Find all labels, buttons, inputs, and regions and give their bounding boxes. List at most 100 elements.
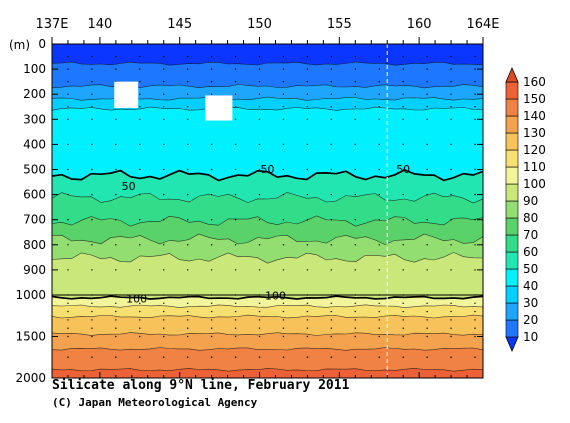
sample-point xyxy=(67,356,69,358)
sample-point xyxy=(474,55,476,58)
sample-point xyxy=(210,219,213,221)
sample-point xyxy=(163,310,165,313)
sample-point xyxy=(234,106,237,108)
chart-title: Silicate along 9°N line, February 2011 xyxy=(52,378,350,393)
sample-point xyxy=(426,193,428,196)
sample-point xyxy=(450,118,452,121)
sample-point xyxy=(450,244,452,246)
sample-point xyxy=(139,302,141,304)
sample-point xyxy=(258,319,261,321)
sample-point xyxy=(67,302,69,304)
sample-point xyxy=(186,356,189,358)
sample-point xyxy=(210,310,213,313)
sample-point xyxy=(402,106,404,108)
sample-point xyxy=(354,143,356,146)
sample-point xyxy=(163,143,165,146)
sample-point xyxy=(67,143,69,146)
contour-label: 50 xyxy=(122,180,136,193)
contour-line xyxy=(52,314,483,319)
sample-point xyxy=(330,68,333,70)
sample-point xyxy=(330,319,333,321)
sample-point xyxy=(139,168,141,171)
sample-point xyxy=(186,327,189,329)
sample-point xyxy=(402,55,404,58)
y-tick-label: 700 xyxy=(23,213,46,227)
sample-point xyxy=(67,168,69,171)
contour-line xyxy=(52,295,483,300)
colorbar-low-end xyxy=(505,336,519,353)
sample-point xyxy=(139,118,141,121)
sample-point xyxy=(450,302,452,304)
contour-band xyxy=(52,215,483,245)
sample-point xyxy=(186,302,189,304)
sample-point xyxy=(67,327,69,329)
sample-point xyxy=(163,168,165,171)
sample-point xyxy=(402,327,404,329)
contour-band xyxy=(52,368,483,378)
y-tick-label: 200 xyxy=(23,87,46,101)
sample-point xyxy=(210,327,213,329)
sample-point xyxy=(163,219,165,221)
sample-point xyxy=(67,118,69,121)
sample-point xyxy=(306,193,309,196)
sample-point xyxy=(186,269,189,271)
sample-point xyxy=(163,244,165,246)
sample-point xyxy=(115,168,117,171)
sample-point xyxy=(402,168,404,171)
sample-point xyxy=(354,68,356,70)
sample-point xyxy=(450,356,452,358)
sample-point xyxy=(163,269,165,271)
sample-point xyxy=(115,244,117,246)
sample-point xyxy=(115,302,117,304)
sample-point xyxy=(234,68,237,70)
sample-point xyxy=(186,55,189,58)
sample-point xyxy=(91,310,93,313)
sample-point xyxy=(91,93,93,95)
sample-point xyxy=(450,168,452,171)
colorbar-label: 50 xyxy=(523,262,538,276)
contour-line xyxy=(52,367,483,372)
sample-point xyxy=(139,68,141,70)
colorbar-label: 80 xyxy=(523,211,538,225)
sample-point xyxy=(210,302,213,304)
sample-point xyxy=(306,168,309,171)
sample-point xyxy=(258,68,261,70)
sample-point xyxy=(139,335,141,338)
sample-point xyxy=(450,55,452,58)
sample-point xyxy=(186,93,189,95)
sample-point xyxy=(139,193,141,196)
sample-point xyxy=(258,106,261,108)
sample-point xyxy=(210,356,213,358)
sample-point xyxy=(354,335,356,338)
sample-point xyxy=(306,244,309,246)
y-axis-unit-label: (m) xyxy=(9,38,30,52)
sample-point xyxy=(234,219,237,221)
contour-fill-bands xyxy=(52,44,483,378)
sample-point xyxy=(91,335,93,338)
contour-lines xyxy=(52,61,483,372)
sample-point xyxy=(91,168,93,171)
contour-line xyxy=(52,215,483,227)
contour-band xyxy=(52,252,483,299)
sample-point xyxy=(426,219,428,221)
sample-point xyxy=(67,106,69,108)
sample-point xyxy=(330,302,333,304)
contour-label: 50 xyxy=(396,163,410,176)
x-axis: 137E 140 145 150 155 160 164E xyxy=(35,17,500,378)
colorbar-swatch xyxy=(505,302,519,321)
sample-point xyxy=(474,356,476,358)
sample-point xyxy=(210,143,213,146)
sample-point xyxy=(282,335,285,338)
sample-point xyxy=(474,193,476,196)
missing-data-boxes xyxy=(114,81,233,121)
sample-point xyxy=(91,193,93,196)
sample-point xyxy=(67,80,69,83)
sample-point xyxy=(426,335,428,338)
sample-point xyxy=(139,319,141,321)
sample-point xyxy=(163,106,165,108)
sample-point xyxy=(402,118,404,121)
colorbar-label: 40 xyxy=(523,279,538,293)
sample-point xyxy=(402,193,404,196)
sample-point xyxy=(450,335,452,338)
sample-point xyxy=(354,269,356,271)
